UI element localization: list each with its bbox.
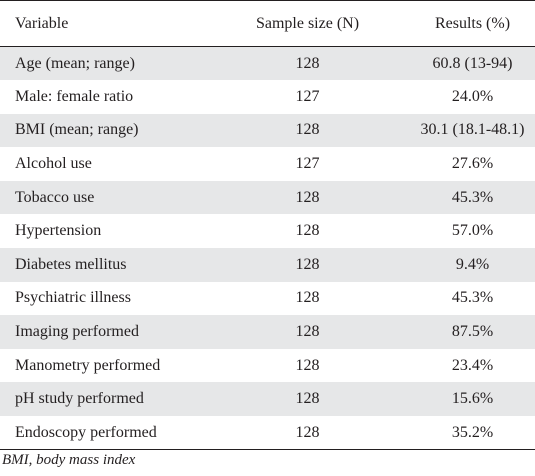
table-row: Diabetes mellitus 128 9.4% — [0, 248, 535, 282]
table-row: BMI (mean; range) 128 30.1 (18.1-48.1) — [0, 113, 535, 148]
cell-variable: Diabetes mellitus — [15, 255, 127, 273]
cell-sample-size: 128 — [295, 423, 320, 441]
cell-result: 35.2% — [451, 423, 494, 441]
cell-sample-size: 128 — [295, 121, 320, 139]
data-table: Variable Sample size (N) Results (%) Age… — [0, 0, 535, 450]
cell-result: 45.3% — [451, 289, 494, 307]
cell-variable: pH study performed — [15, 390, 144, 408]
cell-variable: BMI (mean; range) — [15, 121, 139, 139]
cell-sample-size: 127 — [295, 155, 320, 173]
table-row: Tobacco use 128 45.3% — [0, 180, 535, 215]
table-row: Alcohol use 127 27.6% — [0, 147, 535, 181]
cell-result: 45.3% — [451, 188, 494, 206]
cell-variable: Alcohol use — [15, 155, 92, 173]
cell-result: 15.6% — [451, 390, 494, 408]
table-row: Male: female ratio 127 24.0% — [0, 80, 535, 114]
table-row: Manometry performed 128 23.4% — [0, 349, 535, 383]
cell-sample-size: 128 — [295, 188, 320, 206]
table-footnote: BMI, body mass index — [2, 452, 136, 468]
cell-result: 30.1 (18.1-48.1) — [420, 121, 525, 139]
cell-sample-size: 128 — [295, 54, 320, 72]
cell-result: 57.0% — [451, 222, 494, 240]
cell-sample-size: 128 — [295, 255, 320, 273]
table-row: pH study performed 128 15.6% — [0, 382, 535, 417]
cell-sample-size: 128 — [295, 390, 320, 408]
cell-result: 27.6% — [451, 155, 494, 173]
cell-sample-size: 128 — [295, 356, 320, 374]
data-table-container: Variable Sample size (N) Results (%) Age… — [0, 0, 535, 450]
cell-sample-size: 128 — [295, 289, 320, 307]
table-row: Imaging performed 128 87.5% — [0, 315, 535, 349]
cell-sample-size: 127 — [295, 87, 320, 105]
table-row: Hypertension 128 57.0% — [0, 214, 535, 248]
table-row: Age (mean; range) 128 60.8 (13-94) — [0, 46, 535, 81]
cell-variable: Age (mean; range) — [15, 54, 135, 72]
cell-sample-size: 128 — [295, 222, 320, 240]
cell-variable: Psychiatric illness — [15, 289, 131, 307]
cell-variable: Endoscopy performed — [15, 423, 157, 441]
table-row: Endoscopy performed 128 35.2% — [0, 416, 535, 450]
cell-variable: Male: female ratio — [15, 87, 134, 105]
cell-result: 24.0% — [451, 87, 494, 105]
cell-result: 60.8 (13-94) — [432, 54, 513, 72]
cell-result: 23.4% — [451, 356, 494, 374]
cell-variable: Imaging performed — [15, 323, 139, 341]
cell-variable: Tobacco use — [15, 188, 95, 206]
cell-result: 87.5% — [451, 323, 494, 341]
header-sample-size: Sample size (N) — [255, 14, 360, 32]
cell-variable: Manometry performed — [15, 356, 161, 374]
table-header-row: Variable Sample size (N) Results (%) — [0, 0, 535, 47]
table-row: Psychiatric illness 128 45.3% — [0, 282, 535, 316]
cell-result: 9.4% — [455, 255, 490, 273]
header-variable: Variable — [15, 14, 69, 32]
header-results: Results (%) — [434, 14, 511, 32]
cell-variable: Hypertension — [15, 222, 102, 240]
cell-sample-size: 128 — [295, 323, 320, 341]
